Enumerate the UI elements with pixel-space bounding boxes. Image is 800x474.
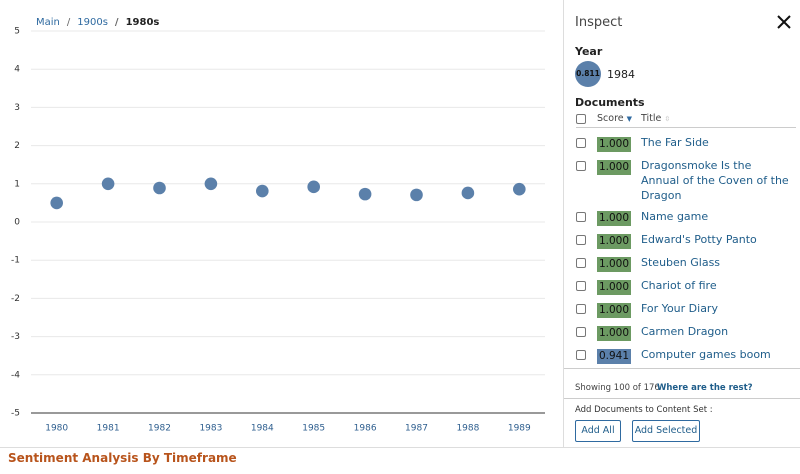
- document-row: 1.000 Chariot of fire: [576, 275, 798, 298]
- row-checkbox[interactable]: [576, 327, 586, 337]
- score-badge: 1.000: [597, 234, 631, 249]
- row-checkbox[interactable]: [576, 212, 586, 222]
- score-badge: 1.000: [597, 137, 631, 152]
- chart: -5 -4 -3 -2 -1 0 1 2 3 4 5 1980 1981 1982 1983 1984 1985…: [11, 27, 545, 434]
- y-tick-label: 0: [14, 218, 20, 228]
- score-badge: 1.000: [597, 326, 631, 341]
- divider: [564, 398, 800, 399]
- document-row: 1.000 Steuben Glass: [576, 252, 798, 275]
- select-all[interactable]: [576, 114, 586, 124]
- row-checkbox[interactable]: [576, 258, 586, 268]
- row-checkbox[interactable]: [576, 281, 586, 291]
- document-row: 0.941 Computer games boom: [576, 344, 798, 367]
- point: [410, 188, 423, 202]
- y-tick-label: -3: [11, 332, 20, 342]
- document-row: 1.000 Name game: [576, 206, 798, 229]
- x-tick-label: 1987: [405, 424, 428, 434]
- row-checkbox[interactable]: [576, 235, 586, 245]
- year-heading: Year: [575, 45, 603, 58]
- add-label: Add Documents to Content Set :: [575, 405, 713, 415]
- breadcrumb: Main1900s1980s: [36, 17, 159, 28]
- column-label: Title: [641, 113, 662, 124]
- document-row: 1.000 Edward's Potty Panto: [576, 229, 798, 252]
- document-title[interactable]: Edward's Potty Panto: [641, 233, 757, 246]
- document-title[interactable]: The Far Side: [641, 136, 709, 149]
- x-tick-label: 1983: [199, 424, 222, 434]
- close-button[interactable]: [776, 14, 792, 30]
- x-tick-label: 1981: [97, 424, 120, 434]
- x-tick-label: 1988: [456, 424, 479, 434]
- point: [101, 177, 115, 191]
- divider: [564, 368, 800, 369]
- caption: Sentiment Analysis By Timeframe: [8, 451, 237, 465]
- y-tick-label: 5: [14, 27, 20, 37]
- x-tick-label: 1980: [45, 424, 68, 434]
- row-checkbox[interactable]: [576, 304, 586, 314]
- add-selected-button[interactable]: Add Selected: [632, 420, 700, 442]
- x-tick-label: 1986: [354, 424, 377, 434]
- year-score: 0.811: [575, 61, 601, 87]
- inspect-panel: Inspect Year 0.811 1984 Documents Score …: [563, 0, 800, 447]
- document-title[interactable]: Name game: [641, 210, 709, 223]
- point: [50, 196, 63, 210]
- score-badge: 1.000: [597, 160, 631, 175]
- document-list: 1.000 The Far Side 1.000 Dragonsmoke Is the…: [576, 132, 798, 368]
- add-all-button[interactable]: Add All: [575, 420, 621, 442]
- breadcrumb-item[interactable]: Main: [36, 17, 60, 28]
- document-row: 1.000 The Far Side: [576, 132, 798, 155]
- document-row: 1.000 For Your Diary: [576, 298, 798, 321]
- y-tick-label: -4: [11, 370, 20, 380]
- y-tick-label: 4: [14, 65, 20, 75]
- x-tick-label: 1989: [508, 424, 531, 434]
- breadcrumb-item: 1980s: [108, 17, 159, 28]
- document-title[interactable]: For Your Diary: [641, 302, 718, 315]
- score-badge: 0.941: [597, 349, 631, 364]
- document-row: 1.000 Carmen Dragon: [576, 321, 798, 344]
- point: [513, 182, 526, 196]
- panel-title: Inspect: [575, 15, 623, 30]
- point: [153, 181, 166, 195]
- documents-heading: Documents: [575, 96, 645, 109]
- document-title[interactable]: Dragonsmoke Is the Annual of the Coven o…: [641, 159, 789, 202]
- x-tick-label: 1982: [148, 424, 171, 434]
- document-title[interactable]: Computer games boom: [641, 348, 771, 361]
- point: [204, 177, 218, 191]
- score-badge: 1.000: [597, 303, 631, 318]
- y-tick-label: 1: [14, 179, 20, 189]
- score-header[interactable]: Score ▼: [597, 113, 633, 124]
- showing-count: Showing 100 of 176: [575, 383, 660, 393]
- point: [255, 184, 269, 198]
- title-header[interactable]: Title ⇳: [641, 113, 671, 124]
- point: [461, 186, 475, 200]
- y-tick-label: 2: [14, 141, 20, 151]
- y-tick-label: -5: [11, 409, 20, 419]
- document-title[interactable]: Chariot of fire: [641, 279, 717, 292]
- score-badge: 1.000: [597, 211, 631, 226]
- divider: [0, 447, 800, 448]
- year: 1984: [607, 68, 635, 81]
- y-tick-label: 3: [14, 103, 20, 113]
- table-header: Score ▼ Title ⇳: [576, 113, 796, 128]
- score-badge: 1.000: [597, 280, 631, 295]
- column-label: Score: [597, 113, 624, 124]
- row-checkbox[interactable]: [576, 350, 586, 360]
- document-title[interactable]: Carmen Dragon: [641, 325, 729, 338]
- y-tick-label: -2: [11, 294, 20, 304]
- row-checkbox[interactable]: [576, 161, 586, 171]
- document-title[interactable]: Steuben Glass: [641, 256, 721, 269]
- point: [307, 180, 321, 194]
- row-checkbox[interactable]: [576, 138, 586, 148]
- score-badge: 1.000: [597, 257, 631, 272]
- rest-link[interactable]: Where are the rest?: [657, 383, 753, 393]
- y-tick-label: -1: [11, 256, 20, 266]
- breadcrumb-item[interactable]: 1900s: [60, 17, 108, 28]
- x-tick-label: 1984: [251, 424, 274, 434]
- point: [358, 187, 372, 201]
- document-row: 1.000 Dragonsmoke Is the Annual of the Co…: [576, 155, 798, 206]
- x-tick-label: 1985: [302, 424, 325, 434]
